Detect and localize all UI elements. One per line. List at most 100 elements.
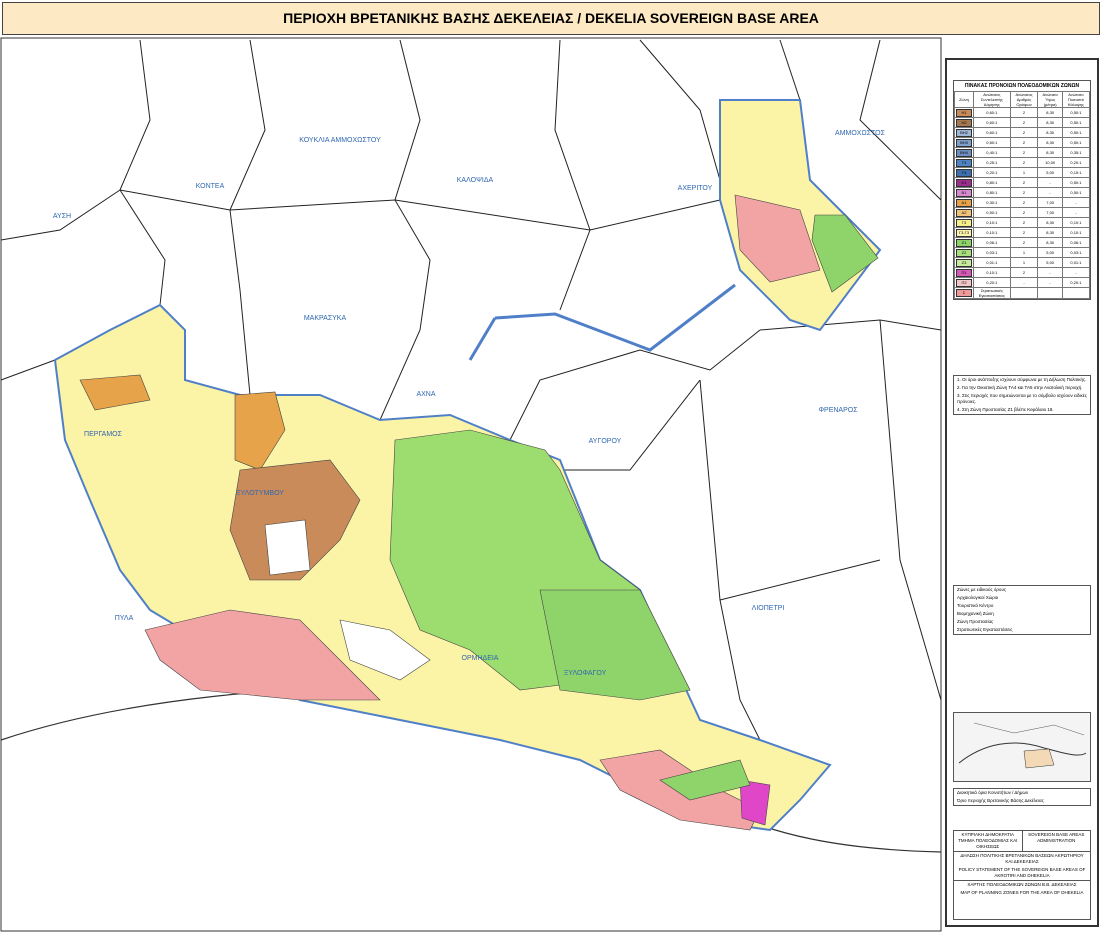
policy-title: POLICY STATEMENT OF THE SOVEREIGN BASE A…	[954, 866, 1090, 881]
table-cell: 0,50:1	[1061, 117, 1091, 128]
table-cell	[1009, 287, 1039, 299]
table-cell: 0,35:1	[1061, 147, 1091, 158]
place-label: ΑΜΜΟΧΩΣΤΟΣ	[835, 130, 886, 137]
place-label: ΠΥΛΑ	[115, 615, 134, 622]
table-cell: 2	[1009, 157, 1039, 168]
table-row: Τ3 0,25:1 2 10,00 0,20:1	[954, 157, 1091, 168]
table-cell: 1	[1009, 247, 1039, 258]
symbol: Αρχαιολογικοί Χώροι	[957, 595, 999, 600]
zone-swatch: ΒΗ2	[956, 128, 972, 137]
table-cell: -	[1037, 277, 1063, 288]
table-cell: 0,10:1	[1061, 217, 1091, 228]
table-cell: 0,60:1	[973, 137, 1011, 148]
table-cell: 0,80:1	[973, 187, 1011, 198]
issuer: SOVEREIGN BASE AREAS ADMINISTRATION	[1028, 832, 1085, 843]
place-label: ΠΕΡΓΑΜΟΣ	[84, 431, 123, 438]
table-cell: 5,00	[1037, 167, 1063, 178]
zone-cell: Κ1	[954, 177, 974, 188]
place-label: ΜΑΚΡΑΣΥΚΑ	[304, 315, 347, 322]
table-cell: 8,30	[1037, 137, 1063, 148]
table-cell: 0,06:1	[1061, 237, 1091, 248]
zone-cell: Τ4	[954, 167, 974, 178]
table-cell: 0,03:1	[973, 247, 1011, 258]
table-cell: 0,40:1	[973, 147, 1011, 158]
table-row: Ζ3 0,01:1 1 5,00 0,01:1	[954, 257, 1091, 268]
table-row: Γ3 0,10:1 2 8,30 0,10:1	[954, 217, 1091, 228]
place-label: ΑΥΣΗ	[53, 213, 71, 220]
zone-a1	[79, 374, 151, 411]
table-cell: 2	[1009, 197, 1039, 208]
table-cell: 0,01:1	[973, 257, 1011, 268]
column-header: Ανώτατο Ποσοστό Κάλυψης	[1061, 91, 1091, 108]
table-cell: 0,20:1	[1061, 277, 1091, 288]
place-label: ΚΑΛΟΨΙΔΑ	[457, 177, 494, 184]
legend-title: ΠΙΝΑΚΑΣ ΠΡΟΝΟΙΩΝ ΠΟΛΕΟΔΟΜΙΚΩΝ ΖΩΝΩΝ	[964, 83, 1080, 89]
key-map-drawing	[958, 722, 1087, 769]
table-cell: -	[1037, 187, 1063, 198]
place-label: ΞΥΛΟΤΥΜΒΟΥ	[236, 490, 284, 497]
zone-cell: Γ3	[954, 217, 974, 228]
zone-z1	[659, 759, 751, 801]
symbols: Ζώνες με ειδικούς όρους Αρχαιολογικοί Χώρ…	[953, 585, 1091, 635]
corridor	[494, 283, 736, 352]
key-map	[953, 712, 1091, 782]
table-cell: 0,20:1	[973, 277, 1011, 288]
zone-cell: Η2	[954, 117, 974, 128]
table-cell: -	[1037, 177, 1063, 188]
table-row: Π2 0,20:1- -0,20:1	[954, 277, 1091, 288]
table-cell: 0,60:1	[973, 107, 1011, 118]
table-row: Α2 0,50:1 2 7,00-	[954, 207, 1091, 218]
table-cell: 2	[1009, 217, 1039, 228]
symbol: Στρατιωτικές Εγκαταστάσεις	[957, 627, 1013, 632]
table-cell: 0,50:1	[1061, 127, 1091, 138]
zone-a1	[234, 391, 286, 471]
table-cell: 0,50:1	[1061, 107, 1091, 118]
military-zone	[144, 609, 381, 701]
zone-swatch: Σ	[956, 289, 972, 297]
table-row: Η1 0,60:1 2 8,30 0,50:1	[954, 107, 1091, 118]
table-cell: 0,10:1	[1061, 227, 1091, 238]
table-cell: 8,30	[1037, 147, 1063, 158]
zone-z1	[539, 589, 691, 701]
zone-cell: Τ3	[954, 157, 974, 168]
corridor	[468, 317, 497, 361]
table-cell: 0,06:1	[973, 237, 1011, 248]
table-cell: 0,10:1	[973, 217, 1011, 228]
table-cell: 0,50:1	[973, 207, 1011, 218]
notes: 1. Οι όροι ανάπτυξης ισχύουν σύμφωνα με …	[953, 375, 1091, 415]
table-cell: 0,10:1	[973, 227, 1011, 238]
table-cell: 8,30	[1037, 237, 1063, 248]
enclave	[339, 619, 431, 681]
table-cell: 2	[1009, 137, 1039, 148]
zone-h1	[229, 459, 361, 581]
table-cell: 0,03:1	[1061, 247, 1091, 258]
zone-swatch: Ζ1	[956, 238, 972, 247]
place-label: ΚΟΝΤΕΑ	[196, 183, 225, 190]
place-label: ΑΧΝΑ	[416, 391, 435, 398]
table-cell: 8,30	[1037, 217, 1063, 228]
table-cell: 0,20:1	[1061, 157, 1091, 168]
table-cell: 2	[1009, 177, 1039, 188]
table-row: Α1 0,30:1 2 7,00-	[954, 197, 1091, 208]
table-row: Β1 0,80:1 2-0,50:1	[954, 187, 1091, 198]
symbol: Τουριστικό Κέντρο	[957, 603, 994, 608]
table-cell: 2	[1009, 187, 1039, 198]
symbol: Ζώνες με ειδικούς όρους	[957, 587, 1007, 592]
table-cell: 1	[1009, 167, 1039, 178]
table-cell: 7,00	[1037, 207, 1063, 218]
table-cell: -	[1061, 207, 1091, 218]
table-row: Γ3-Γ3 0,10:1 2 8,30 0,10:1	[954, 227, 1091, 238]
zone-cell: Η1	[954, 107, 974, 118]
place-label: ΑΥΓΟΡΟΥ	[589, 438, 622, 445]
zone-cell: Ζ3	[954, 257, 974, 268]
table-row: Τ4 0,20:1 1 5,00 0,15:1	[954, 167, 1091, 178]
table-cell: 0,30:1	[973, 197, 1011, 208]
table-cell: 2	[1009, 107, 1039, 118]
table-cell: 7,00	[1037, 197, 1063, 208]
zone-swatch: Ζ3	[956, 258, 972, 267]
place-label: ΟΡΜΗΔΕΙΑ	[462, 655, 499, 662]
column-header: Ανώτατος Συντελεστής Δόμησης	[973, 91, 1011, 108]
column-header: Ανώτατο Ύψος (μέτρα)	[1037, 91, 1063, 108]
table-cell: 2	[1009, 207, 1039, 218]
zone-swatch: Γ3-Γ3	[956, 228, 972, 237]
